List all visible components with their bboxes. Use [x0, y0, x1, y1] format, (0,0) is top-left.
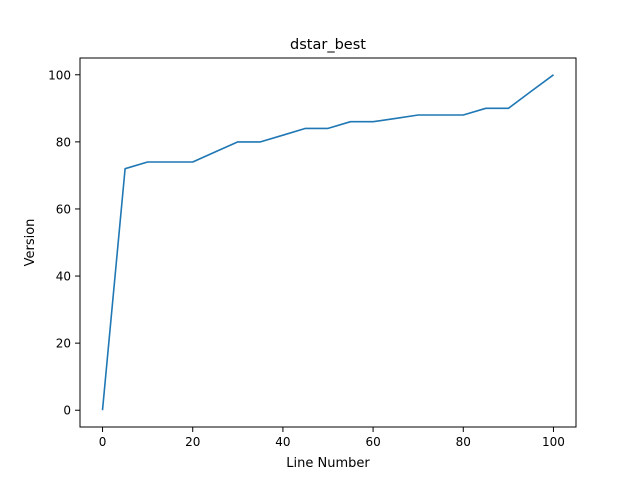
series-line: [101, 74, 554, 411]
y-tick-label: 40: [56, 270, 71, 284]
axes-frame: [79, 57, 577, 428]
plot-area: [101, 74, 554, 411]
chart-title: dstar_best: [290, 37, 366, 53]
x-tick-label: 0: [99, 435, 107, 449]
y-tick-label: 100: [48, 68, 71, 82]
y-axis-label: Version: [23, 219, 38, 267]
x-tick-label: 60: [365, 435, 380, 449]
axes-ticks: 0 20 40 60 80 100 0 20 40 60 80 100: [48, 68, 565, 449]
x-tick-label: 80: [456, 435, 471, 449]
y-tick-label: 0: [63, 404, 71, 418]
y-tick-label: 20: [56, 337, 71, 351]
y-tick-label: 60: [56, 202, 71, 216]
x-axis-label: Line Number: [286, 456, 370, 471]
y-tick-label: 80: [56, 135, 71, 149]
x-tick-label: 40: [275, 435, 290, 449]
x-tick-label: 100: [542, 435, 565, 449]
x-tick-label: 20: [185, 435, 200, 449]
